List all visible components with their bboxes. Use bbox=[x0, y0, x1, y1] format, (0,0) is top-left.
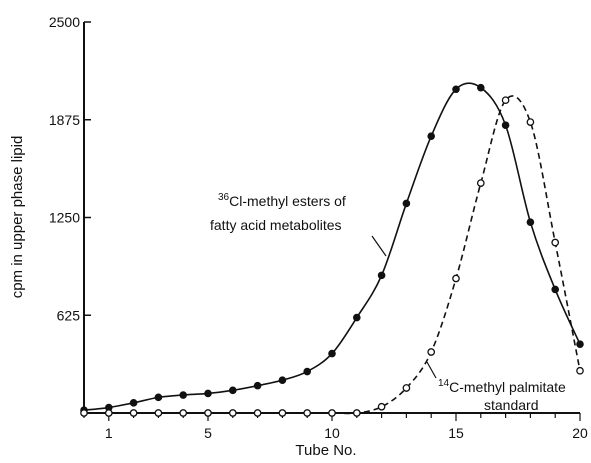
y-tick-label: 625 bbox=[57, 307, 81, 323]
series-0-point bbox=[328, 349, 336, 358]
series-1-point bbox=[154, 409, 163, 417]
series-1-point bbox=[104, 409, 113, 417]
y-axis: 625 1250 1875 2500 cpm in upper phase lipid bbox=[9, 14, 91, 413]
series-0-point bbox=[154, 393, 163, 402]
series-0-point bbox=[501, 121, 510, 130]
series-0-point bbox=[179, 391, 187, 399]
annotation-metabolites-superscript: 36 bbox=[218, 192, 230, 203]
x-ticks: 1 5 10 15 20 bbox=[83, 413, 588, 441]
annotation-palmitate-line2: standard bbox=[484, 397, 538, 413]
series-1-point bbox=[377, 402, 386, 411]
series-0-line bbox=[83, 82, 581, 411]
series-1-point bbox=[253, 409, 262, 417]
annotation-palmitate: 14C-methyl palmitate standard bbox=[426, 361, 566, 413]
series-0-point bbox=[427, 132, 436, 140]
series-1-point bbox=[352, 409, 361, 417]
series-0-point bbox=[576, 340, 584, 348]
annotation-palmitate-pointer bbox=[426, 361, 437, 379]
series-1-point bbox=[402, 384, 411, 392]
y-tick-label: 1875 bbox=[49, 112, 80, 128]
series-0-point bbox=[229, 386, 237, 395]
series-1-point bbox=[278, 409, 287, 417]
series-0-point bbox=[551, 285, 560, 294]
series-0-point bbox=[402, 199, 411, 208]
series-1-line bbox=[83, 95, 581, 415]
y-ticks: 625 1250 1875 2500 bbox=[49, 14, 91, 323]
series-1-point bbox=[427, 348, 436, 356]
series-1-point bbox=[476, 179, 485, 187]
annotation-metabolites-pointer bbox=[371, 235, 387, 257]
annotation-palmitate-text1: C-methyl palmitate bbox=[449, 379, 566, 395]
annotation-metabolites-text1: Cl-methyl esters of bbox=[229, 193, 346, 209]
series-0-point bbox=[477, 83, 485, 92]
series-0-point bbox=[526, 218, 535, 226]
series-1-point bbox=[179, 409, 188, 417]
x-tick-label: 5 bbox=[204, 425, 212, 441]
series-1-point bbox=[303, 409, 312, 417]
series-0-point bbox=[129, 399, 138, 407]
series-0-point bbox=[377, 271, 386, 280]
x-tick-label: 10 bbox=[324, 425, 340, 441]
series-1-point bbox=[328, 409, 336, 417]
series-1-point bbox=[228, 409, 237, 417]
series-1-point bbox=[526, 118, 535, 126]
annotation-palmitate-superscript: 14 bbox=[438, 378, 450, 389]
series-0-point bbox=[204, 389, 212, 398]
y-axis-title: cpm in upper phase lipid bbox=[9, 136, 26, 299]
series-1-point bbox=[452, 274, 460, 283]
series-0-point bbox=[353, 313, 361, 322]
y-tick-label: 2500 bbox=[49, 14, 80, 30]
series-1-point bbox=[501, 96, 510, 105]
series-0-point bbox=[452, 85, 460, 94]
series-1-point bbox=[80, 409, 88, 417]
x-axis: 1 5 10 15 20 Tube No. bbox=[83, 412, 588, 459]
series-0-point bbox=[303, 367, 312, 376]
x-tick-label: 15 bbox=[448, 425, 464, 441]
series-1-point bbox=[129, 409, 138, 417]
series-0-point bbox=[278, 376, 287, 384]
annotation-metabolites-line1: 36Cl-methyl esters of bbox=[218, 192, 346, 209]
annotation-palmitate-line1: 14C-methyl palmitate bbox=[438, 378, 566, 395]
x-tick-label: 1 bbox=[105, 425, 113, 441]
x-tick-label: 20 bbox=[572, 425, 588, 441]
annotation-metabolites-line2: fatty acid metabolites bbox=[210, 217, 342, 233]
annotation-metabolites: 36Cl-methyl esters of fatty acid metabol… bbox=[210, 192, 387, 257]
x-axis-title: Tube No. bbox=[295, 442, 356, 459]
series-1-point bbox=[576, 366, 584, 375]
series-layer bbox=[80, 82, 584, 417]
y-tick-label: 1250 bbox=[49, 210, 80, 226]
series-1-point bbox=[551, 238, 560, 247]
series-0-point bbox=[253, 381, 262, 390]
series-1-point bbox=[204, 409, 212, 417]
